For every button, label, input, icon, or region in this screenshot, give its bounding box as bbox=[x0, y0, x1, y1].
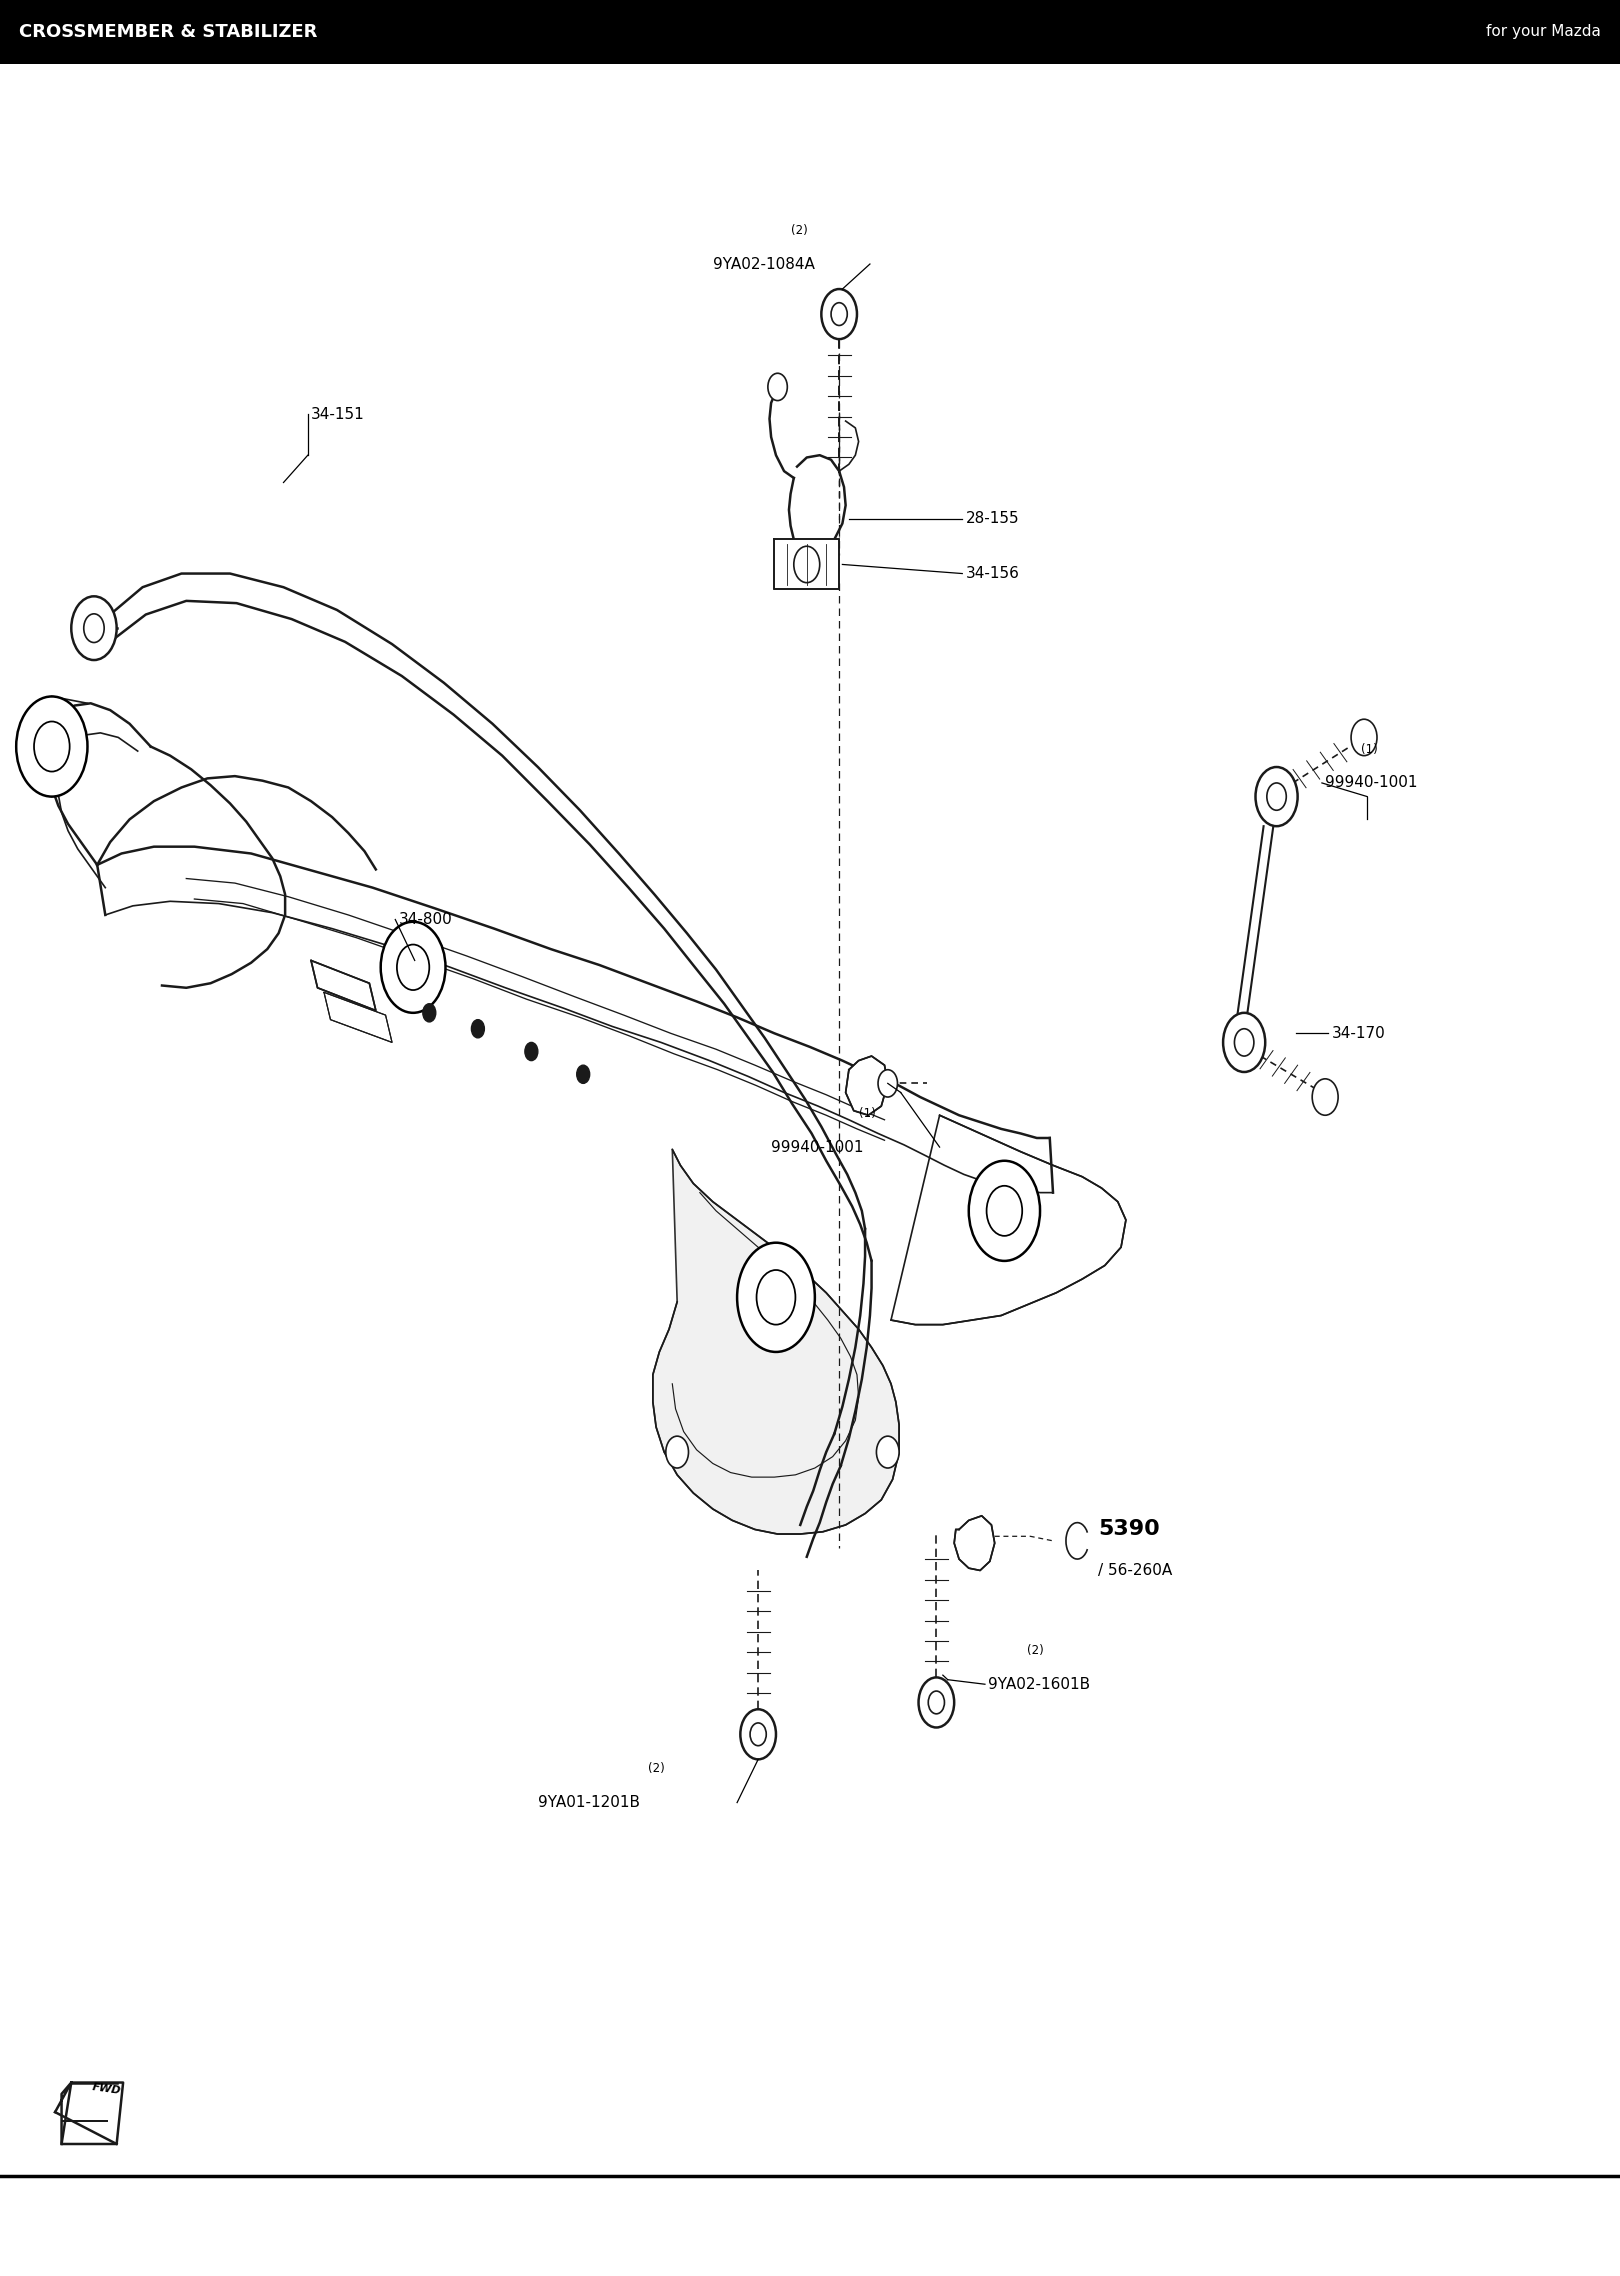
Circle shape bbox=[71, 596, 117, 660]
Circle shape bbox=[34, 721, 70, 772]
Circle shape bbox=[1256, 767, 1298, 826]
Text: CROSSMEMBER & STABILIZER: CROSSMEMBER & STABILIZER bbox=[19, 23, 318, 41]
Text: for your Mazda: for your Mazda bbox=[1486, 25, 1601, 39]
Text: (1): (1) bbox=[1361, 742, 1377, 756]
Text: 34-156: 34-156 bbox=[966, 567, 1019, 580]
Text: (2): (2) bbox=[648, 1762, 664, 1775]
Circle shape bbox=[768, 373, 787, 401]
Circle shape bbox=[737, 1243, 815, 1352]
Circle shape bbox=[794, 546, 820, 583]
Circle shape bbox=[919, 1677, 954, 1727]
Text: 34-170: 34-170 bbox=[1332, 1026, 1385, 1040]
Text: / 56-260A: / 56-260A bbox=[1098, 1564, 1173, 1577]
Circle shape bbox=[381, 922, 446, 1013]
Circle shape bbox=[878, 1070, 897, 1097]
Text: 28-155: 28-155 bbox=[966, 512, 1019, 526]
Text: 99940-1001: 99940-1001 bbox=[1325, 776, 1418, 790]
Circle shape bbox=[1223, 1013, 1265, 1072]
Circle shape bbox=[666, 1436, 688, 1468]
Circle shape bbox=[750, 1723, 766, 1746]
Circle shape bbox=[397, 945, 429, 990]
Circle shape bbox=[525, 1042, 538, 1061]
Text: 9YA01-1201B: 9YA01-1201B bbox=[538, 1796, 640, 1809]
Text: (2): (2) bbox=[1027, 1643, 1043, 1657]
Polygon shape bbox=[311, 960, 376, 1011]
Polygon shape bbox=[324, 992, 392, 1042]
Text: 9YA02-1084A: 9YA02-1084A bbox=[713, 257, 815, 271]
Circle shape bbox=[740, 1709, 776, 1759]
Circle shape bbox=[84, 615, 104, 642]
Circle shape bbox=[1267, 783, 1286, 810]
Circle shape bbox=[928, 1691, 944, 1714]
Polygon shape bbox=[891, 1115, 1126, 1325]
Polygon shape bbox=[774, 539, 839, 589]
Text: FWD: FWD bbox=[92, 2083, 122, 2096]
Circle shape bbox=[876, 1436, 899, 1468]
Circle shape bbox=[831, 303, 847, 325]
Polygon shape bbox=[653, 1149, 899, 1534]
Circle shape bbox=[423, 1004, 436, 1022]
Circle shape bbox=[1234, 1029, 1254, 1056]
Circle shape bbox=[987, 1186, 1022, 1236]
Circle shape bbox=[969, 1161, 1040, 1261]
Circle shape bbox=[1351, 719, 1377, 756]
Circle shape bbox=[757, 1270, 795, 1325]
Text: 34-800: 34-800 bbox=[399, 913, 452, 926]
Circle shape bbox=[471, 1020, 484, 1038]
Circle shape bbox=[1312, 1079, 1338, 1115]
Text: 9YA02-1601B: 9YA02-1601B bbox=[988, 1677, 1090, 1691]
Circle shape bbox=[577, 1065, 590, 1083]
Text: 5390: 5390 bbox=[1098, 1520, 1160, 1539]
Text: (1): (1) bbox=[859, 1106, 875, 1120]
Text: (2): (2) bbox=[791, 223, 807, 237]
Circle shape bbox=[821, 289, 857, 339]
Text: 99940-1001: 99940-1001 bbox=[771, 1140, 863, 1154]
Bar bbox=[0, 0, 1620, 64]
Text: 34-151: 34-151 bbox=[311, 407, 364, 421]
Polygon shape bbox=[954, 1516, 995, 1570]
Circle shape bbox=[16, 696, 87, 797]
Polygon shape bbox=[846, 1056, 888, 1115]
